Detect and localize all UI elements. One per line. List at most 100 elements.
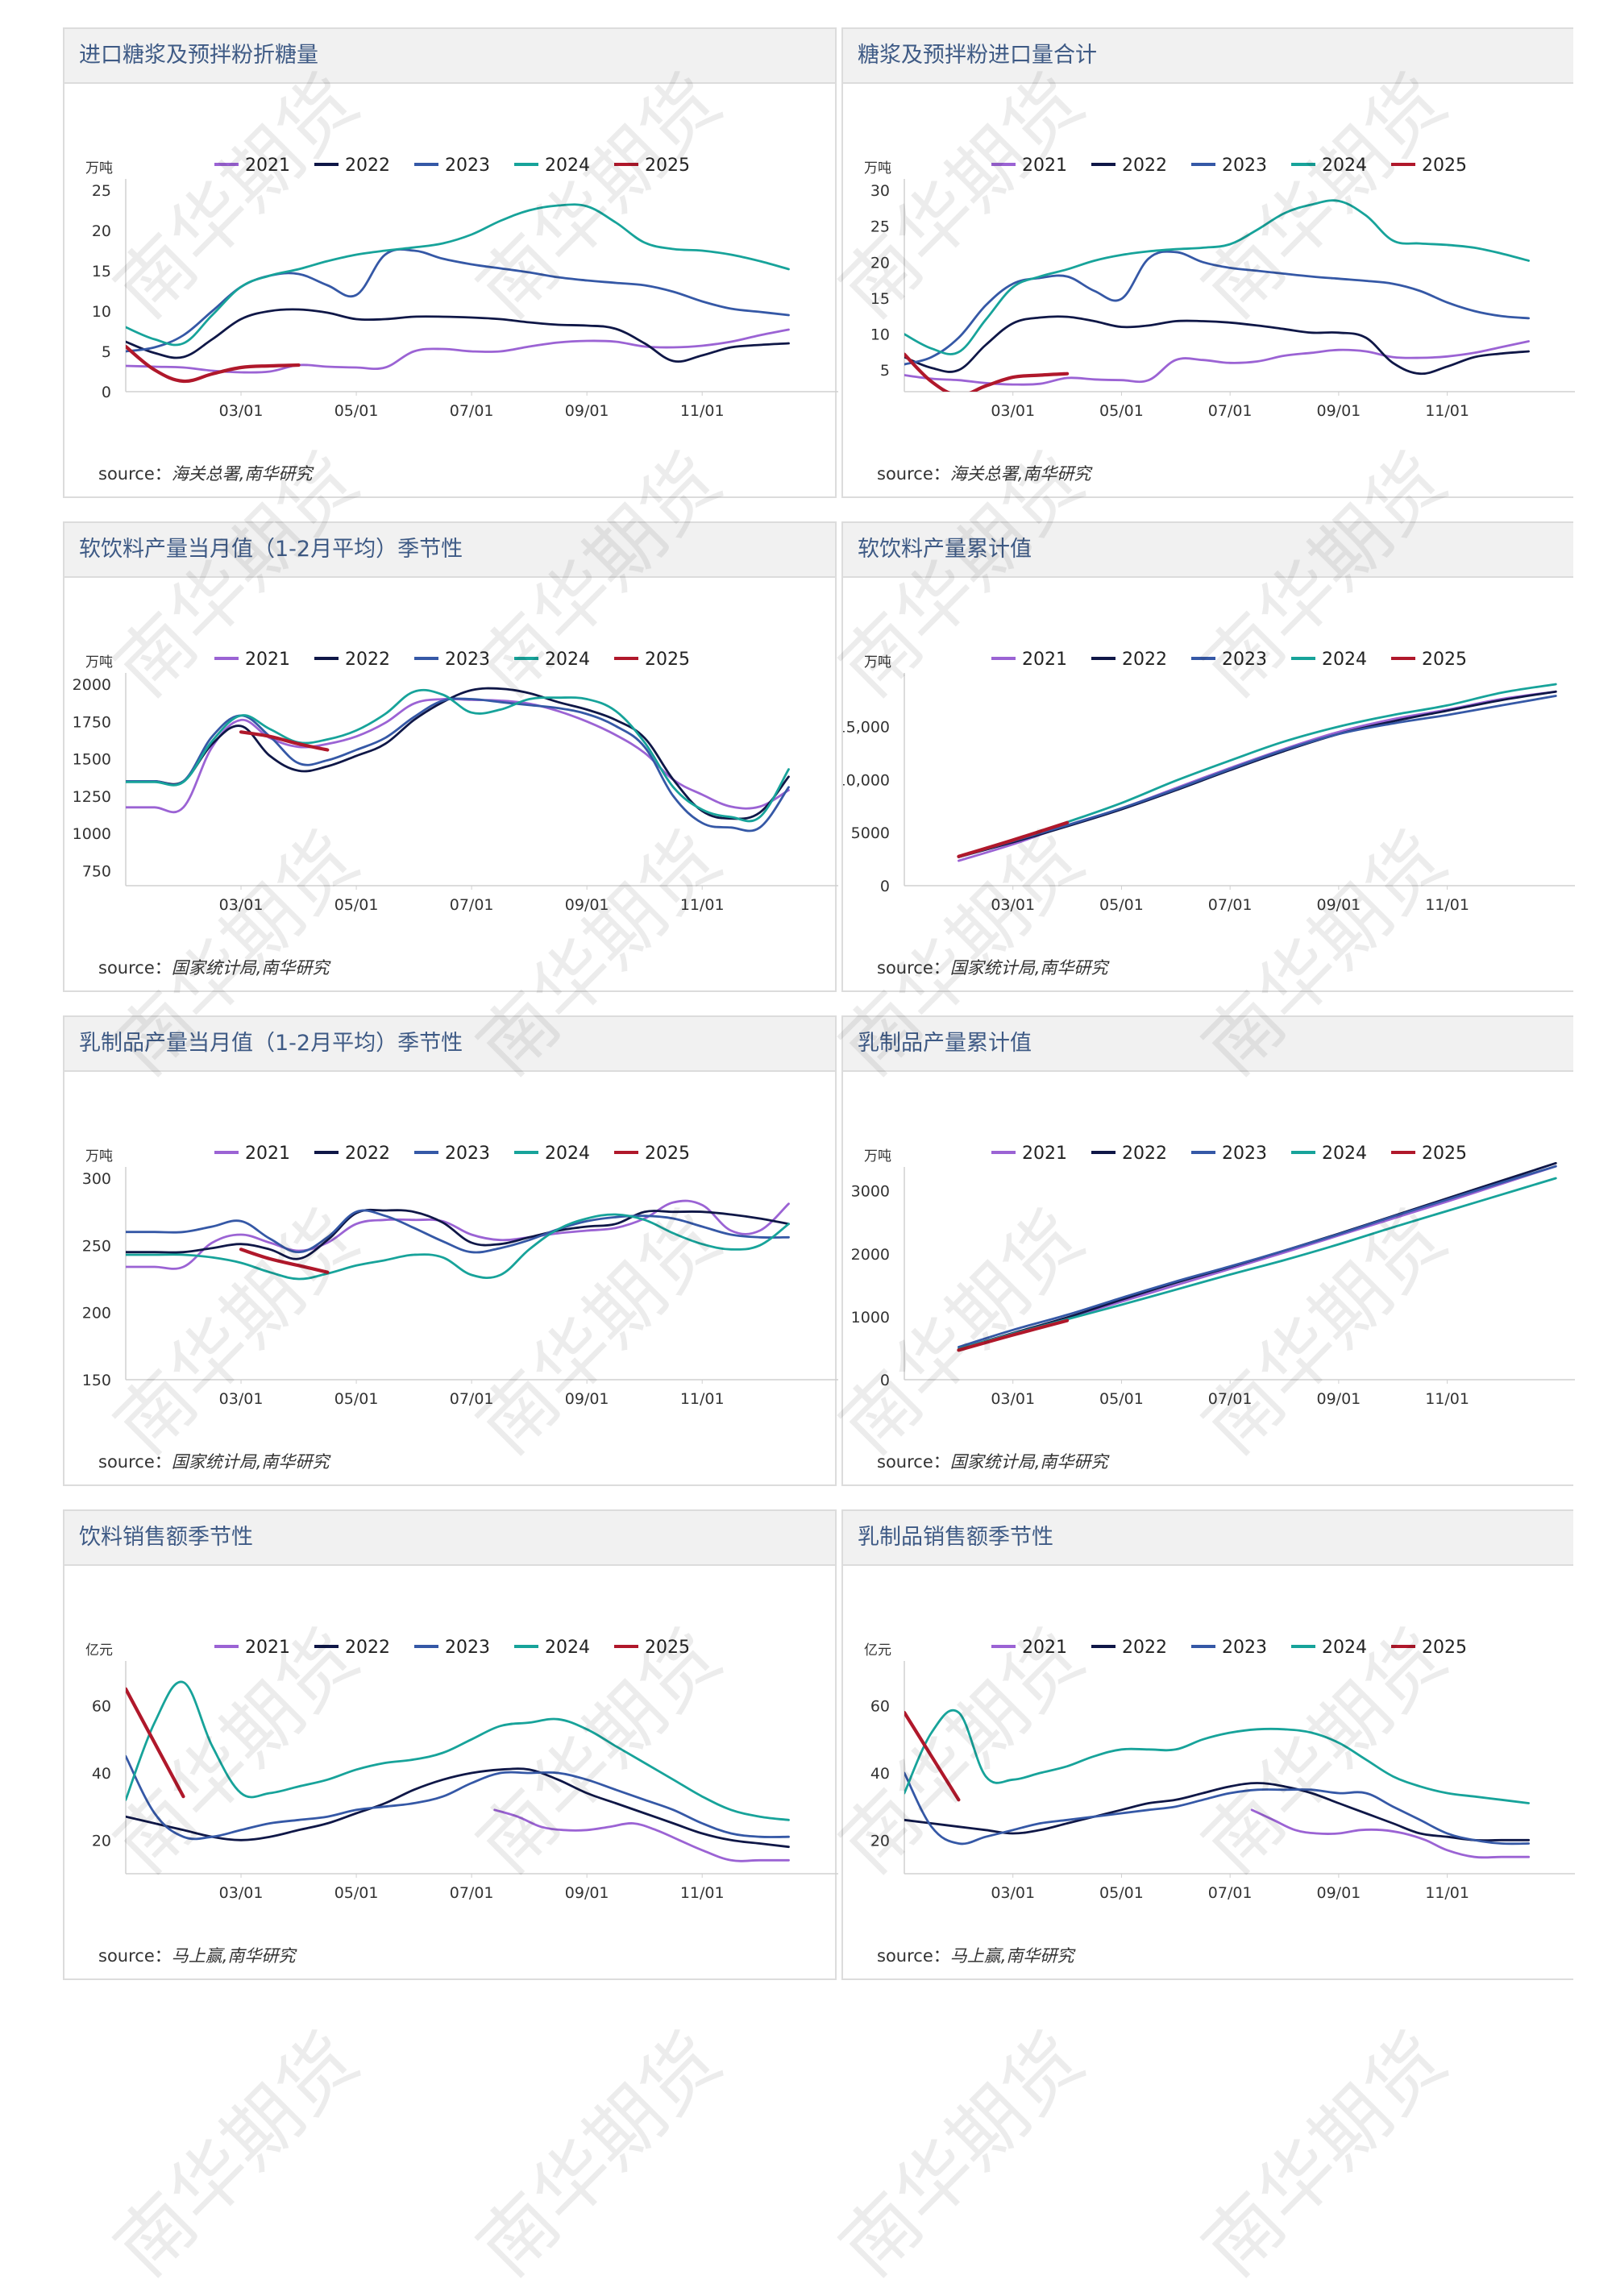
source-note: source：国家统计局,南华研究	[98, 955, 329, 979]
series-line-2023	[904, 250, 1530, 366]
source-note: source：国家统计局,南华研究	[98, 1449, 329, 1473]
series-line-2022	[126, 308, 790, 363]
y-tick-label: 1500	[73, 751, 111, 769]
x-tick-label: 07/01	[1208, 896, 1253, 914]
legend-item-2023: 2023	[414, 1144, 490, 1164]
x-tick-label: 09/01	[565, 402, 609, 420]
source-note: source：马上赢,南华研究	[877, 1943, 1074, 1967]
legend-item-2024: 2024	[1291, 650, 1367, 670]
source-label: source：	[98, 1452, 172, 1472]
chart-panel-dairy-monthly: 乳制品产量当月值（1-2月平均）季节性 万吨 150 200 250 300 03/01 0…	[63, 1015, 838, 1486]
x-tick-label: 05/01	[1099, 1390, 1144, 1408]
series-line-2025	[126, 344, 301, 384]
y-unit-label: 万吨	[85, 1148, 113, 1165]
y-unit-label: 万吨	[864, 160, 891, 176]
source-label: source：	[877, 464, 950, 484]
series-line-2025	[904, 352, 1070, 392]
series-line-2025	[239, 730, 330, 752]
legend-label: 2023	[1222, 1638, 1267, 1658]
panel-title: 乳制品产量当月值（1-2月平均）季节性	[79, 1031, 463, 1056]
legend-label: 2021	[1022, 1638, 1067, 1658]
legend-item-2023: 2023	[1191, 650, 1267, 670]
chart-panel-beverage-sales: 饮料销售额季节性 亿元 20 40 60 03/01 05/01 07/01 09/01 11/…	[63, 1509, 838, 1980]
legend-item-2025: 2025	[614, 156, 690, 176]
y-tick-label: 1250	[73, 788, 111, 806]
source-text: 国家统计局,南华研究	[171, 958, 330, 978]
legend-label: 2023	[445, 650, 490, 670]
legend-item-2021: 2021	[991, 1638, 1067, 1658]
y-tick-label: 150	[82, 1372, 111, 1389]
legend-label: 2025	[1422, 156, 1467, 176]
x-tick-label: 11/01	[1425, 1884, 1469, 1902]
series-line-2024	[958, 1177, 1557, 1351]
plot-area	[904, 1709, 1530, 1859]
series-line-2023	[126, 697, 790, 832]
source-note: source：马上赢,南华研究	[98, 1943, 295, 1967]
series-line-2023	[958, 695, 1557, 858]
legend-label: 2023	[1222, 1144, 1267, 1164]
y-tick-label: 1750	[73, 713, 111, 731]
legend-label: 2024	[545, 650, 590, 670]
series-line-2025	[126, 1687, 185, 1799]
series-line-2022	[904, 315, 1530, 376]
y-unit-label: 亿元	[864, 1642, 891, 1659]
legend-item-2025: 2025	[1391, 1144, 1467, 1164]
source-label: source：	[877, 1946, 950, 1966]
source-label: source：	[877, 1452, 950, 1472]
line-chart: 万吨 0 1000 2000 3000 03/01 05/01 07/01 09/01 11/01…	[851, 1144, 1575, 1408]
legend-label: 2024	[1322, 1638, 1367, 1658]
panel-header: 进口糖浆及预拌粉折糖量	[64, 29, 835, 84]
panel-title: 软饮料产量当月值（1-2月平均）季节性	[79, 537, 463, 562]
series-line-2024	[126, 688, 790, 823]
series-line-2024	[904, 1709, 1530, 1804]
legend-item-2022: 2022	[314, 1144, 390, 1164]
legend-item-2022: 2022	[314, 156, 390, 176]
series-line-2022	[958, 690, 1557, 858]
legend-item-2023: 2023	[1191, 1638, 1267, 1658]
y-tick-label: 30	[870, 182, 890, 200]
series-line-2021	[1250, 1808, 1530, 1859]
y-tick-label: 750	[82, 862, 111, 880]
source-label: source：	[98, 1946, 172, 1966]
x-tick-label: 09/01	[1316, 896, 1361, 914]
source-note: source：海关总署,南华研究	[98, 461, 312, 485]
series-line-2021	[958, 690, 1557, 862]
source-label: source：	[98, 958, 172, 978]
y-tick-label: 5000	[851, 824, 890, 842]
legend-label: 2024	[1322, 650, 1367, 670]
y-tick-label: 2000	[851, 1246, 890, 1264]
chart-panel-syrup-sugar: 进口糖浆及预拌粉折糖量 万吨 0 5 10 15 20 25 03/01 05/01 07/01 0…	[63, 27, 838, 498]
legend-item-2022: 2022	[314, 650, 390, 670]
y-tick-label: 200	[82, 1305, 111, 1322]
y-tick-label: 15,000	[843, 719, 890, 737]
legend-item-2023: 2023	[414, 156, 490, 176]
source-label: source：	[877, 958, 950, 978]
y-tick-label: 1000	[73, 825, 111, 843]
x-tick-label: 11/01	[680, 1390, 725, 1408]
y-tick-label: 40	[870, 1765, 890, 1783]
plot-area	[904, 199, 1530, 392]
legend-label: 2023	[445, 1638, 490, 1658]
plot-area	[126, 1680, 790, 1862]
series-line-2023	[126, 1754, 790, 1841]
x-tick-label: 05/01	[334, 1390, 379, 1408]
y-tick-label: 3000	[851, 1183, 890, 1201]
x-tick-label: 11/01	[680, 896, 725, 914]
x-tick-label: 11/01	[680, 402, 725, 420]
legend-item-2025: 2025	[1391, 1638, 1467, 1658]
line-chart: 万吨 0 5000 10,000 15,000 03/01 05/01 07/01 09/01 1…	[843, 650, 1575, 914]
legend-label: 2024	[1322, 1144, 1367, 1164]
y-tick-label: 1000	[851, 1309, 890, 1327]
panel-header: 糖浆及预拌粉进口量合计	[843, 29, 1573, 84]
legend-label: 2022	[345, 1638, 390, 1658]
series-line-2022	[126, 1767, 790, 1849]
series-line-2021	[126, 697, 790, 814]
legend-label: 2022	[1122, 650, 1167, 670]
legend-label: 2021	[245, 1144, 290, 1164]
panel-title: 进口糖浆及预拌粉折糖量	[79, 43, 318, 68]
x-tick-label: 07/01	[450, 896, 494, 914]
y-tick-label: 20	[870, 1832, 890, 1850]
panel-title: 乳制品产量累计值	[858, 1031, 1032, 1056]
